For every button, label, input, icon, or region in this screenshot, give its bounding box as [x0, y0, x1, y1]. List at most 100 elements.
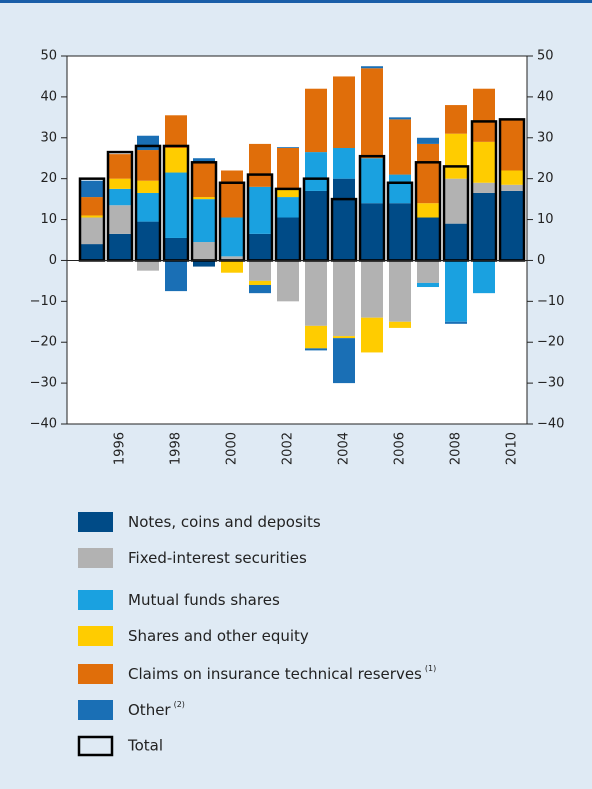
- bar-segment: [333, 336, 355, 339]
- x-tick-label: 2010: [505, 432, 520, 465]
- bar-segment: [277, 197, 299, 218]
- legend-text: Shares and other equity: [128, 627, 309, 645]
- bar-segment: [137, 180, 159, 193]
- y2-tick-label: −40: [537, 417, 564, 432]
- bar-segment: [249, 260, 271, 281]
- legend-swatch: [78, 626, 113, 646]
- bar-segment: [305, 152, 327, 191]
- bar-segment: [501, 119, 523, 171]
- bar-segment: [165, 172, 187, 238]
- bar-segment: [277, 260, 299, 302]
- y2-tick-label: 50: [537, 49, 554, 64]
- bar-segment: [165, 148, 187, 173]
- bar-segment: [165, 237, 187, 261]
- bar-segment: [109, 205, 131, 234]
- y-tick-label: 20: [40, 171, 57, 186]
- legend-swatch: [77, 735, 114, 757]
- bar-segment: [193, 197, 215, 200]
- bar-segment: [361, 158, 383, 204]
- bar-segment: [249, 143, 271, 187]
- bar-segment: [333, 76, 355, 148]
- bar-segment: [389, 117, 411, 120]
- x-tick-label: 1996: [113, 432, 128, 465]
- bar-segment: [361, 66, 383, 69]
- legend-note: (2): [174, 700, 185, 709]
- bar-segment: [137, 150, 159, 181]
- bar-segment: [193, 242, 215, 261]
- bar-segment: [361, 68, 383, 159]
- bar-segment: [501, 170, 523, 185]
- bar-segment: [305, 325, 327, 349]
- legend-swatch: [78, 664, 113, 684]
- bar-segment: [81, 217, 103, 245]
- bar-segment: [501, 190, 523, 261]
- y2-tick-label: 40: [537, 89, 554, 104]
- y-tick-label: 30: [40, 130, 57, 145]
- bar-segment: [305, 190, 327, 261]
- bar-segment: [445, 133, 467, 179]
- legend-text: Mutual funds shares: [128, 591, 280, 609]
- legend-swatch: [78, 590, 113, 610]
- bar-segment: [361, 203, 383, 261]
- y-tick-label: 0: [49, 253, 57, 268]
- x-tick-label: 2002: [281, 432, 296, 465]
- bar-segment: [333, 338, 355, 384]
- bar-segment: [109, 233, 131, 261]
- bar-segment: [473, 192, 495, 261]
- bar-segment: [389, 203, 411, 261]
- y-tick-label: 50: [40, 49, 57, 64]
- bar-segment: [137, 221, 159, 261]
- bar-segment: [445, 223, 467, 261]
- bar-segment: [417, 260, 439, 283]
- y2-tick-label: −20: [537, 335, 564, 350]
- bar-segment: [81, 180, 103, 198]
- bar-segment: [305, 260, 327, 326]
- legend-label: Claims on insurance technical reserves (1…: [128, 664, 436, 683]
- bar-segment: [249, 233, 271, 261]
- bar-segment: [221, 256, 243, 261]
- bar-segment: [417, 203, 439, 218]
- legend-label: Notes, coins and deposits: [128, 513, 321, 531]
- y-tick-label: −20: [30, 335, 57, 350]
- bar-segment: [417, 137, 439, 144]
- bar-segment: [417, 217, 439, 261]
- y2-tick-label: −10: [537, 294, 564, 309]
- bar-segment: [221, 260, 243, 273]
- bar-segment: [333, 178, 355, 261]
- bar-segment: [137, 192, 159, 222]
- y2-tick-label: 0: [537, 253, 545, 268]
- bar-segment: [473, 260, 495, 294]
- bar-segment: [389, 260, 411, 322]
- bar-segment: [277, 217, 299, 261]
- bar-segment: [333, 260, 355, 337]
- bar-segment: [109, 188, 131, 206]
- bar-segment: [277, 147, 299, 148]
- bar-segment: [473, 141, 495, 183]
- bar-segment: [473, 182, 495, 193]
- bar-segment: [249, 280, 271, 285]
- y2-tick-label: −30: [537, 376, 564, 391]
- bar-segment: [501, 184, 523, 191]
- y2-tick-label: 30: [537, 130, 554, 145]
- bar-segment: [305, 348, 327, 351]
- bar-segment: [109, 178, 131, 189]
- y2-tick-label: 20: [537, 171, 554, 186]
- bar-segment: [193, 260, 215, 267]
- bar-segment: [277, 188, 299, 198]
- x-tick-label: 2008: [449, 432, 464, 465]
- bar-segment: [193, 162, 215, 198]
- bar-segment: [389, 174, 411, 204]
- bar-segment: [249, 186, 271, 234]
- bar-segment: [361, 317, 383, 353]
- bar-segment: [445, 260, 467, 322]
- bar-segment: [137, 135, 159, 151]
- bar-segment: [81, 215, 103, 218]
- bar-segment: [221, 170, 243, 218]
- legend-swatch: [78, 512, 113, 532]
- legend-note: (1): [425, 664, 436, 673]
- legend-label: Fixed-interest securities: [128, 549, 307, 567]
- x-tick-label: 2006: [393, 432, 408, 465]
- bar-segment: [361, 260, 383, 318]
